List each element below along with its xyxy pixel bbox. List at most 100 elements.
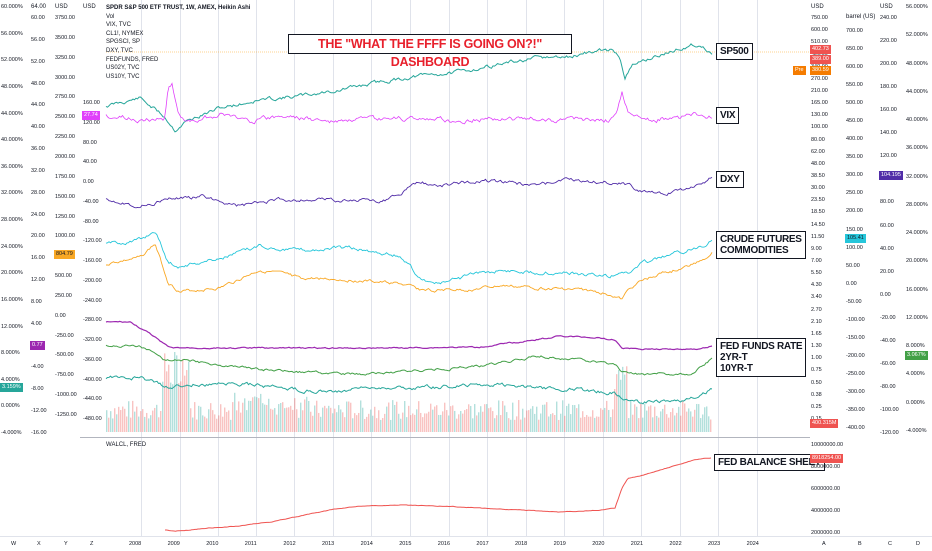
scale-letter[interactable]: D [916, 541, 920, 547]
walcl-legend[interactable]: WALCL, FRED [106, 442, 147, 448]
scale-tick: 120.00 [880, 153, 897, 160]
legend-dxy[interactable]: DXY, TVC [106, 47, 133, 54]
legend-title[interactable]: SPDR S&P 500 ETF TRUST, 1W, AMEX, Heikin… [106, 5, 251, 11]
volume-bar [488, 408, 490, 432]
volume-bar [660, 411, 662, 432]
volume-bar [376, 418, 378, 432]
volume-bar [364, 418, 366, 432]
left-scale-w[interactable]: 60.000% 56.000% 52.000% 48.000% 44.000% 40.00… [0, 0, 26, 550]
scale-tick: 56.000% [906, 4, 928, 10]
volume-bar [122, 406, 124, 432]
label-sp500[interactable]: SP500 [716, 43, 753, 60]
tag-fedfunds: 0.77 [30, 341, 45, 350]
scale-tick: 48.00 [31, 80, 45, 87]
balance-sheet-scale[interactable]: 10000000.00 8000000.00 6000000.00 4000000.0… [810, 0, 860, 550]
dashboard-headline[interactable]: THE "WHAT THE FFFF IS GOING ON?!" DASHBO… [288, 34, 572, 69]
left-scale-x[interactable]: 64.00 60.00 56.00 52.00 48.00 44.00 40.00 36.00… [30, 0, 54, 550]
volume-bar [694, 409, 696, 432]
scale-x-header: 64.00 [31, 4, 47, 10]
volume-bar [580, 417, 582, 432]
legend-vix[interactable]: VIX, TVC [106, 22, 131, 29]
volume-bar [120, 410, 122, 432]
year-label: 2018 [515, 541, 528, 547]
volume-bar [542, 404, 544, 432]
legend-spgsci[interactable]: SPGSCI, SP [106, 39, 141, 46]
right-scale-b[interactable]: barrel (US) 700.00 650.00 600.00 550.00 500.0… [845, 0, 879, 550]
volume-bar [238, 401, 240, 432]
scale-letter[interactable]: Z [90, 541, 94, 547]
label-vix[interactable]: VIX [716, 107, 740, 124]
label-dxy[interactable]: DXY [716, 171, 744, 188]
scale-letter[interactable]: C [888, 541, 892, 547]
volume-bar [374, 406, 376, 432]
volume-bar [658, 417, 660, 432]
scale-tick: 8.000% [1, 350, 20, 357]
scale-tick: 60.000% [1, 4, 23, 10]
volume-bar [504, 405, 506, 432]
legend-us02y[interactable]: US02Y, TVC [106, 65, 140, 72]
volume-bar [606, 400, 608, 432]
pane-separator[interactable] [80, 437, 810, 438]
volume-bar [190, 408, 192, 432]
time-axis[interactable]: 2008 2009 2010 2011 2012 2013 2014 2015 2016 2017… [0, 536, 932, 551]
volume-bar [462, 413, 464, 432]
scale-tick: 150.00 [846, 226, 863, 233]
left-scale-z[interactable]: USD 160.00 120.00 80.00 40.00 0.00 -40.00 -80.0… [82, 0, 106, 550]
volume-bar [654, 406, 656, 432]
volume-bar [592, 410, 594, 432]
volume-bar [460, 410, 462, 432]
legend-vol[interactable]: Vol [106, 13, 115, 20]
scale-tick: 28.000% [1, 217, 23, 223]
year-label: 2011 [244, 541, 257, 547]
volume-bar [650, 405, 652, 432]
volume-bar [236, 410, 238, 432]
scale-z-header: USD [83, 4, 96, 10]
volume-bar [472, 418, 474, 432]
scale-letter[interactable]: B [858, 541, 862, 547]
volume-bar [640, 404, 642, 432]
label-10yr: 10YR-T [720, 363, 753, 374]
scale-b-header: barrel (US) [846, 14, 876, 20]
right-scale-d[interactable]: 56.000% 52.000% 48.000% 44.000% 40.000% 36.00… [905, 0, 932, 550]
label-rates[interactable]: FED FUNDS RATE 2YR-T 10YR-T [716, 338, 807, 377]
volume-bar [242, 402, 244, 432]
volume-bar [516, 416, 518, 432]
scale-tick: 38.50 [811, 172, 825, 179]
scale-letter[interactable]: X [37, 541, 41, 547]
volume-bar [484, 404, 486, 432]
scale-tick: 52.000% [906, 32, 928, 39]
scale-letter[interactable]: W [11, 541, 17, 547]
scale-letter[interactable]: Y [64, 541, 68, 547]
volume-bar [184, 375, 186, 432]
volume-bar [220, 404, 222, 432]
legend-cl1[interactable]: CL1!, NYMEX [106, 30, 144, 37]
year-label: 2012 [283, 541, 296, 547]
volume-bar [148, 418, 150, 432]
scale-tick: 60.00 [880, 222, 894, 229]
volume-bar [586, 414, 588, 432]
scale-tick: 750.00 [811, 15, 828, 21]
volume-bar [276, 414, 278, 432]
tag-volume: 400.315M [810, 419, 839, 428]
volume-bar [126, 416, 128, 432]
volume-bar [552, 413, 554, 432]
dxy-line [105, 177, 713, 209]
volume-bar [212, 410, 214, 432]
scale-tick: 2500.00 [55, 114, 75, 121]
scale-c-header: USD [880, 4, 893, 10]
volume-bar [588, 416, 590, 432]
scale-letter[interactable]: A [822, 541, 826, 547]
scale-tick: 8.000% [906, 343, 925, 350]
legend-fedfunds[interactable]: FEDFUNDS, FRED [106, 56, 159, 63]
volume-bar [526, 410, 528, 432]
label-fed-balance-sheet[interactable]: FED BALANCE SHEET [714, 454, 825, 471]
scale-tick: 0.000% [906, 399, 925, 406]
scale-tick: 8000000.00 [811, 464, 841, 470]
legend-us10y[interactable]: US10Y, TVC [106, 73, 140, 80]
volume-bar [494, 418, 496, 432]
volume-bar [278, 404, 280, 432]
tag-us02y: 3.067% [905, 351, 928, 360]
label-crude-commodities[interactable]: CRUDE FUTURES COMMODITIES [716, 231, 806, 259]
scale-tick: -20.00 [880, 314, 896, 321]
